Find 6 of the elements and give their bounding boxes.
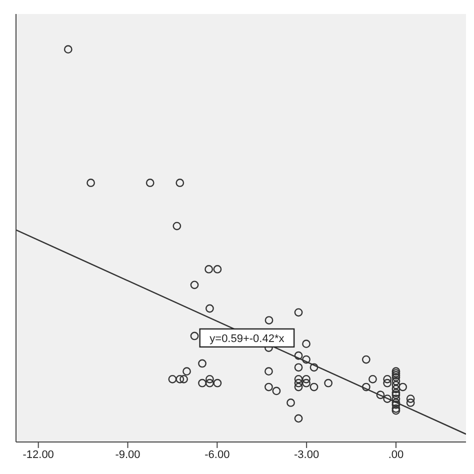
x-tick-label: -12.00 bbox=[22, 448, 54, 461]
x-tick-label: -9.00 bbox=[115, 448, 140, 461]
x-tick-label: .00 bbox=[388, 448, 404, 461]
x-tick-label: -3.00 bbox=[294, 448, 320, 461]
annotation: y=0.59+-0.42*x bbox=[210, 332, 285, 345]
x-tick-label: -6.00 bbox=[204, 448, 230, 461]
